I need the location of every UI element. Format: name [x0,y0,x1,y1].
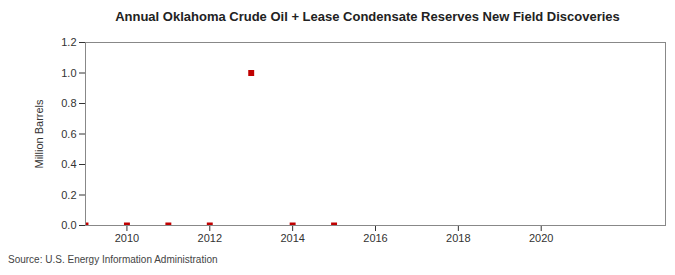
svg-text:2014: 2014 [280,232,304,244]
svg-text:0.6: 0.6 [61,128,76,140]
svg-text:0.8: 0.8 [61,97,76,109]
html-text:Source: U.S. Energy Informatio: Source: U.S. Energy Information Administ… [8,254,218,265]
svg-text:2020: 2020 [529,232,553,244]
svg-text:0.2: 0.2 [61,189,76,201]
svg-text:1.0: 1.0 [61,67,76,79]
svg-text:0.4: 0.4 [61,158,76,170]
svg-text:0.0: 0.0 [61,219,76,231]
svg-text:2018: 2018 [446,232,470,244]
svg-text:Million Barrels: Million Barrels [33,99,45,169]
html-text:Annual Oklahoma Crude Oil + Le: Annual Oklahoma Crude Oil + Lease Conden… [115,9,620,24]
svg-text:2016: 2016 [363,232,387,244]
svg-text:2010: 2010 [115,232,139,244]
svg-text:1.2: 1.2 [61,36,76,48]
svg-text:2012: 2012 [198,232,222,244]
